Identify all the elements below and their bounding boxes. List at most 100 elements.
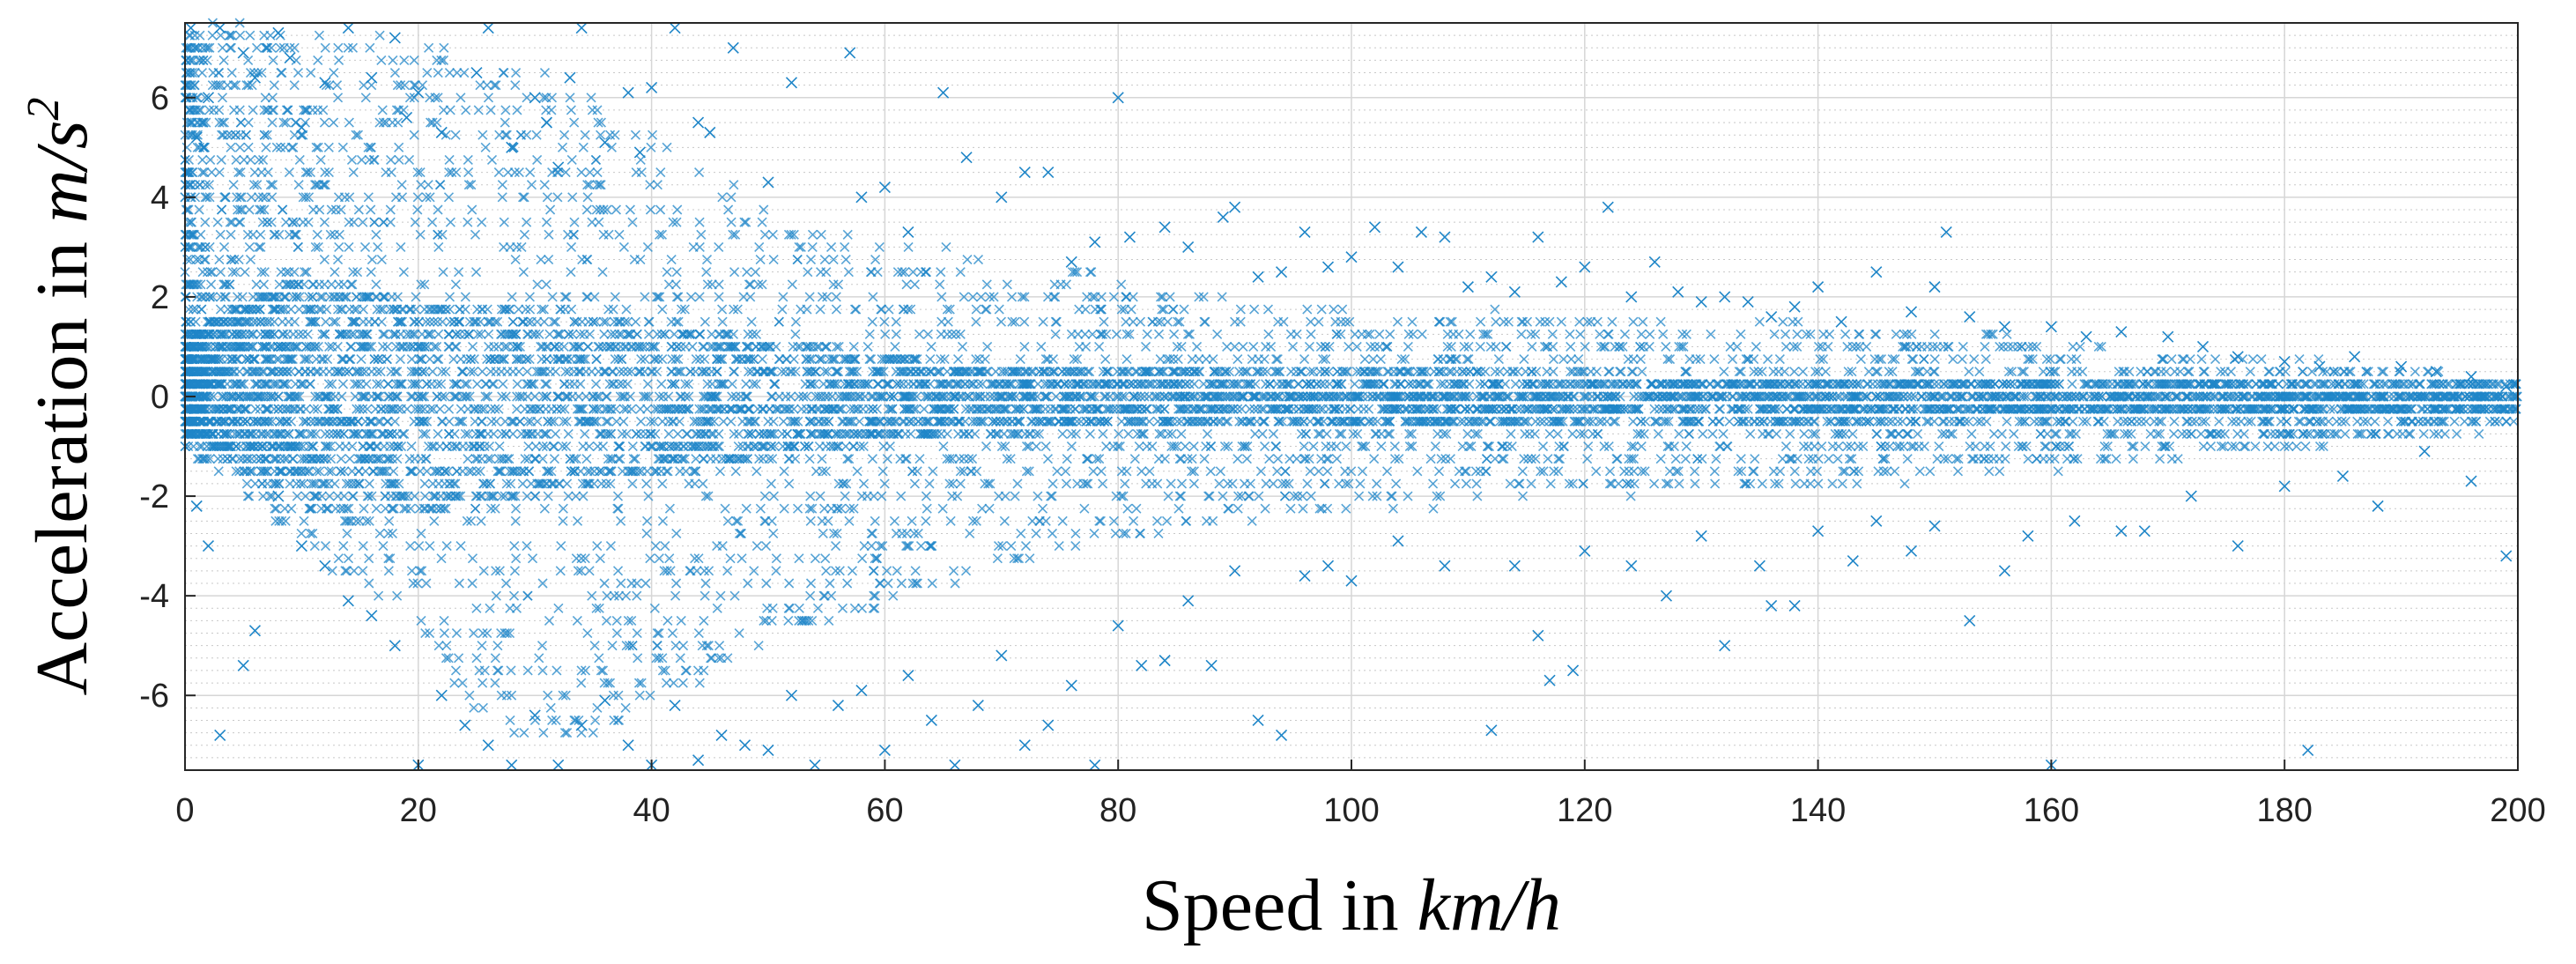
scatter-point — [245, 30, 255, 41]
scatter-point — [605, 541, 616, 552]
scatter-point — [1649, 478, 1660, 489]
scatter-point — [1494, 367, 1505, 377]
scatter-point — [777, 304, 788, 315]
scatter-point — [299, 105, 309, 115]
scatter-point — [1017, 292, 1027, 302]
scatter-point — [717, 304, 728, 315]
scatter-point — [701, 254, 713, 265]
scatter-point — [1240, 367, 1251, 377]
scatter-point — [1469, 428, 1480, 439]
scatter-point — [1455, 416, 1466, 426]
scatter-point — [753, 279, 764, 290]
scatter-point — [425, 192, 435, 203]
scatter-point — [439, 42, 449, 53]
scatter-point — [881, 379, 892, 389]
scatter-point — [425, 316, 435, 327]
scatter-point — [1188, 466, 1199, 477]
scatter-point — [263, 354, 273, 365]
scatter-point — [1827, 478, 1838, 489]
scatter-point — [1519, 354, 1529, 365]
scatter-point — [1273, 367, 1284, 377]
scatter-point — [1121, 316, 1131, 327]
scatter-point — [1690, 478, 1700, 489]
scatter-point — [2279, 441, 2290, 452]
scatter-point — [519, 229, 529, 240]
scatter-point — [409, 367, 419, 377]
scatter-point — [395, 491, 405, 501]
scatter-point — [544, 329, 555, 339]
scatter-point — [604, 379, 615, 389]
scatter-point — [626, 615, 637, 626]
scatter-point — [303, 354, 314, 365]
scatter-point — [388, 391, 398, 402]
scatter-point — [396, 441, 407, 452]
scatter-point — [493, 167, 504, 178]
scatter-point — [184, 55, 196, 65]
scatter-point — [967, 515, 979, 526]
scatter-point — [1503, 316, 1514, 327]
scatter-point — [1754, 316, 1765, 327]
scatter-point — [1391, 478, 1402, 489]
scatter-point — [1625, 478, 1635, 489]
scatter-point — [332, 491, 344, 501]
scatter-point — [1788, 341, 1799, 352]
scatter-point — [537, 578, 548, 589]
scatter-point — [743, 428, 753, 439]
scatter-point — [491, 80, 501, 91]
scatter-point — [768, 528, 779, 539]
scatter-point — [1151, 404, 1162, 414]
scatter-point — [2105, 428, 2116, 439]
scatter-point — [1176, 428, 1187, 439]
scatter-point — [320, 42, 330, 53]
scatter-point — [1071, 267, 1083, 278]
scatter-point — [1854, 466, 1864, 477]
scatter-point — [466, 515, 477, 526]
scatter-point — [870, 590, 881, 601]
scatter-point — [445, 217, 455, 227]
scatter-point — [654, 627, 664, 639]
scatter-point — [757, 354, 767, 365]
scatter-point — [2219, 428, 2230, 439]
scatter-point — [1161, 515, 1173, 526]
scatter-point — [1697, 454, 1707, 464]
scatter-point — [545, 204, 556, 215]
scatter-point — [1799, 428, 1810, 439]
scatter-point — [2106, 428, 2117, 439]
scatter-point — [694, 678, 705, 688]
scatter-point — [2068, 341, 2078, 352]
scatter-point — [1165, 292, 1175, 302]
scatter-point — [650, 541, 661, 552]
scatter-point — [723, 329, 734, 339]
scatter-point — [1019, 316, 1030, 327]
scatter-point — [558, 503, 568, 514]
scatter-point — [582, 627, 593, 639]
scatter-point — [437, 367, 448, 377]
scatter-point — [324, 292, 335, 302]
scatter-point — [2198, 367, 2209, 377]
scatter-point — [656, 329, 667, 339]
scatter-point — [645, 690, 655, 701]
scatter-point — [333, 304, 344, 315]
scatter-point — [248, 105, 258, 115]
scatter-point — [654, 653, 664, 664]
scatter-point — [561, 416, 572, 426]
scatter-point — [944, 478, 955, 489]
scatter-point — [410, 217, 420, 227]
scatter-point — [558, 690, 568, 701]
scatter-point — [2017, 416, 2027, 426]
scatter-point — [746, 416, 757, 426]
scatter-point — [1789, 466, 1800, 477]
scatter-point — [674, 416, 685, 426]
scatter-point — [1913, 367, 1923, 377]
scatter-point — [364, 515, 374, 526]
scatter-point — [497, 180, 507, 190]
scatter-point — [221, 404, 232, 414]
scatter-point — [1780, 329, 1791, 339]
scatter-point — [218, 454, 228, 464]
scatter-point — [1627, 367, 1639, 377]
scatter-point — [260, 466, 270, 477]
scatter-point — [720, 503, 730, 514]
scatter-point — [1493, 354, 1504, 365]
scatter-point — [1858, 441, 1869, 452]
scatter-point — [1564, 478, 1574, 489]
